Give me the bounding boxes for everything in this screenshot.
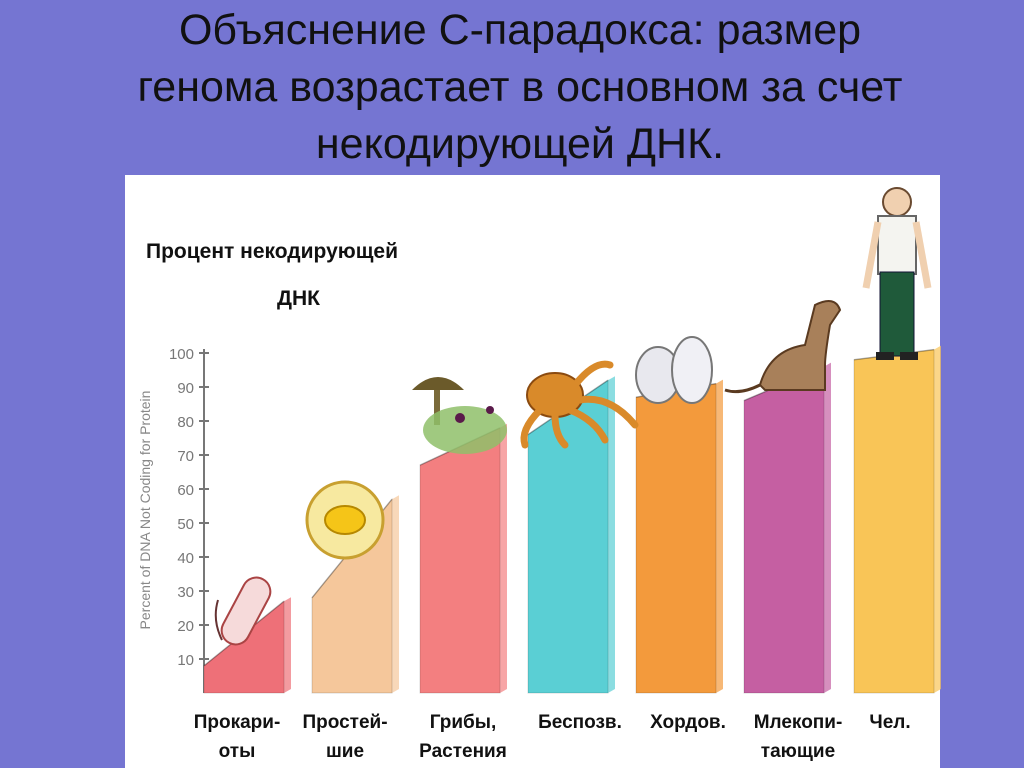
chart-heading-line-1: Процент некодирующей [146, 240, 398, 263]
nucleus [324, 505, 366, 535]
human-icon [862, 187, 932, 360]
category-label-line: Беспозв. [538, 712, 622, 733]
plant-leaves [423, 406, 507, 454]
y-tick-label: 90 [177, 380, 194, 397]
bacterium-icon [214, 576, 272, 646]
human-trousers [879, 271, 915, 357]
bar [203, 600, 285, 694]
category-label: Хордов. [623, 708, 753, 737]
flower [455, 413, 465, 423]
flagellum [214, 599, 223, 641]
y-axis: 10 20 30 40 50 60 70 80 90 100 Percent of DNA Not … [137, 346, 209, 693]
y-tick-label: 10 [177, 652, 194, 669]
bar [635, 383, 717, 694]
fish-bird-icon [635, 336, 713, 404]
y-tick-label: 80 [177, 414, 194, 431]
category-label: Млекопи-тающие [733, 708, 863, 766]
dog-icon [724, 300, 842, 394]
dog-tail [724, 383, 761, 394]
y-axis-label: Percent of DNA Not Coding for Protein [137, 391, 153, 630]
bar [853, 349, 935, 694]
bar-side [824, 362, 831, 693]
octopus-arm [576, 395, 639, 429]
bar-side [392, 495, 399, 693]
category-label-line: Грибы, [429, 712, 497, 733]
bar-side [284, 597, 291, 693]
y-tick-label: 60 [177, 482, 194, 499]
title-line-3: некодирующей ДНК. [315, 120, 725, 168]
bacterium-body [220, 576, 272, 646]
human-shoe [900, 352, 918, 360]
octopus-arm [566, 406, 609, 444]
organism-icons [214, 187, 932, 646]
bird [671, 336, 713, 404]
category-label-line: оты [218, 741, 256, 762]
y-tick-label: 20 [177, 618, 194, 635]
title-line-1: Объяснение С-парадокса: размер [178, 6, 862, 54]
category-label: Простей-шие [280, 708, 410, 766]
category-label-line: тающие [760, 741, 836, 762]
mushroom-stem [434, 385, 440, 425]
human-shoe [876, 352, 894, 360]
y-tick-label: 50 [177, 516, 194, 533]
chart-heading: Процент некодирующей ДНК [146, 240, 456, 311]
octopus-arm [551, 411, 569, 449]
category-label: Грибы, Растения [398, 708, 528, 766]
octopus-arm [520, 406, 544, 449]
y-tick-label: 30 [177, 584, 194, 601]
protozoan-icon [305, 480, 385, 560]
y-tick-label: 70 [177, 448, 194, 465]
bar-side [934, 345, 941, 693]
bars [203, 345, 941, 694]
title-line-2: генома возрастает в основном за счет [137, 63, 903, 111]
octopus-arm [571, 360, 614, 389]
slide-title: Объяснение С-парадокса: размер генома во… [60, 2, 980, 173]
category-label: Прокари-оты [172, 708, 302, 766]
category-label: Чел. [825, 708, 955, 737]
human-arm [912, 221, 932, 289]
category-label-line: Чел. [869, 712, 911, 733]
category-label-line: Растения [419, 741, 507, 762]
dog-body [758, 300, 842, 391]
category-label-line: Хордов. [650, 712, 726, 733]
flower [486, 406, 494, 414]
category-label-line: Простей- [302, 712, 388, 733]
category-label: Беспозв. [515, 708, 645, 737]
bar-side [608, 376, 615, 693]
category-label-line: шие [325, 741, 365, 762]
category-label-line: Прокари- [193, 712, 281, 733]
bar-side [500, 423, 507, 693]
human-shirt [877, 215, 917, 275]
bar [419, 427, 501, 694]
mushroom-cap [412, 377, 464, 390]
chart-heading-line-2: ДНК [277, 287, 320, 310]
category-label-line: Млекопи- [753, 712, 843, 733]
bar [743, 365, 825, 694]
y-tick-label: 40 [177, 550, 194, 567]
y-tick-label: 100 [169, 346, 194, 363]
mushroom-plant-icon [412, 377, 507, 454]
human-head [882, 187, 912, 217]
human-arm [862, 221, 882, 289]
octopus-icon [520, 360, 639, 449]
bar-side [716, 379, 723, 693]
